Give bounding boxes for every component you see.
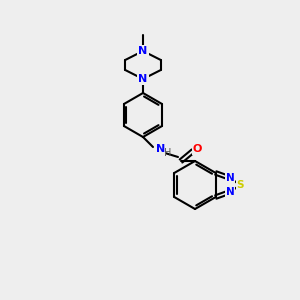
Text: N: N — [156, 144, 166, 154]
Text: O: O — [192, 144, 202, 154]
Text: N: N — [226, 173, 234, 183]
Text: N: N — [226, 187, 234, 197]
Text: H: H — [164, 148, 172, 158]
Text: S: S — [236, 180, 244, 190]
Text: N: N — [138, 74, 148, 84]
Text: N: N — [138, 46, 148, 56]
